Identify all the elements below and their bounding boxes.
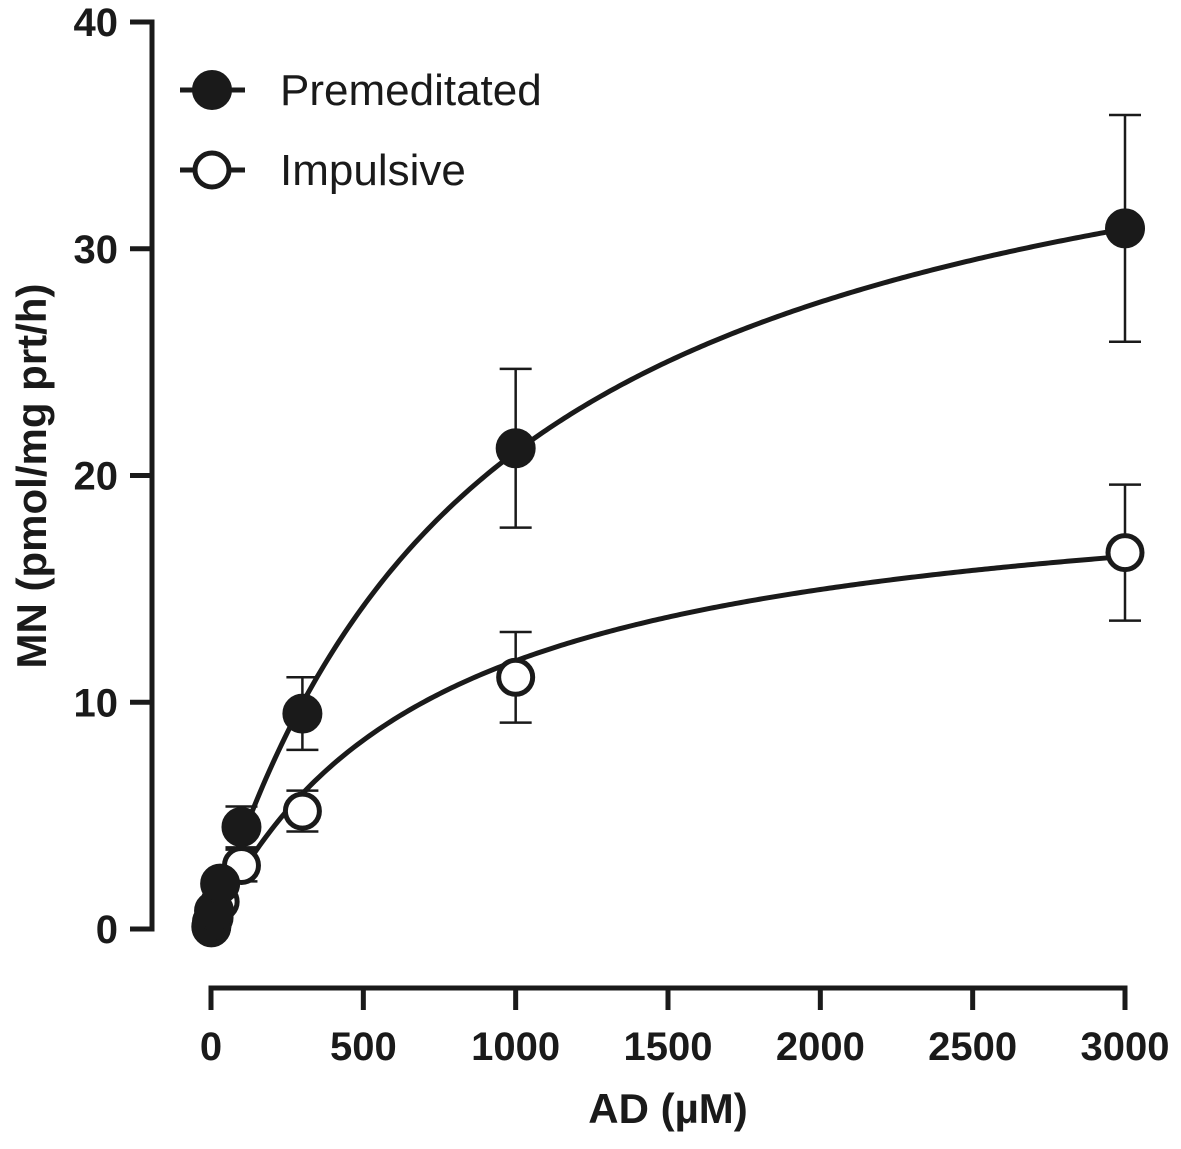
- y-tick-label-3: 30: [74, 228, 119, 272]
- error-bars: [195, 113, 1141, 931]
- x-tick-label-0: 0: [200, 1025, 222, 1069]
- point-premeditated-5: [282, 693, 323, 734]
- legend-label-1: Impulsive: [280, 146, 466, 195]
- fit-curves: [208, 226, 1126, 931]
- point-impulsive-7: [1105, 533, 1145, 573]
- y-tick-label-2: 20: [74, 455, 119, 499]
- point-premeditated-4: [221, 806, 262, 847]
- point-premeditated-7: [1105, 208, 1145, 249]
- y-ticks: 0 10 20 30 40: [74, 1, 152, 952]
- legend-marker-0: [192, 70, 232, 110]
- y-tick-label-4: 40: [74, 1, 119, 45]
- legend: Premeditated Impulsive: [180, 66, 542, 195]
- point-premeditated-3: [200, 863, 241, 904]
- x-tick-label-2: 1000: [471, 1025, 560, 1069]
- legend-label-0: Premeditated: [280, 66, 542, 115]
- fit-curve-0: [208, 226, 1126, 930]
- x-axis-title: AD (µM): [588, 1085, 748, 1132]
- data-points: [191, 208, 1145, 948]
- point-impulsive-5: [282, 791, 322, 831]
- x-tick-label-1: 500: [330, 1025, 397, 1069]
- fit-curve-1: [208, 553, 1126, 931]
- y-axis-title: MN (pmol/mg prt/h): [8, 284, 55, 669]
- x-tick-label-3: 1500: [624, 1025, 713, 1069]
- x-tick-label-5: 2500: [928, 1025, 1017, 1069]
- point-premeditated-6: [495, 428, 536, 469]
- x-ticks: 0 500 1000 1500 2000 2500 3000: [200, 988, 1170, 1069]
- x-tick-label-4: 2000: [776, 1025, 865, 1069]
- point-impulsive-6: [496, 657, 536, 697]
- y-tick-label-1: 10: [74, 681, 119, 725]
- x-tick-label-6: 3000: [1081, 1025, 1170, 1069]
- y-tick-label-0: 0: [96, 908, 118, 952]
- legend-marker-1: [192, 150, 232, 190]
